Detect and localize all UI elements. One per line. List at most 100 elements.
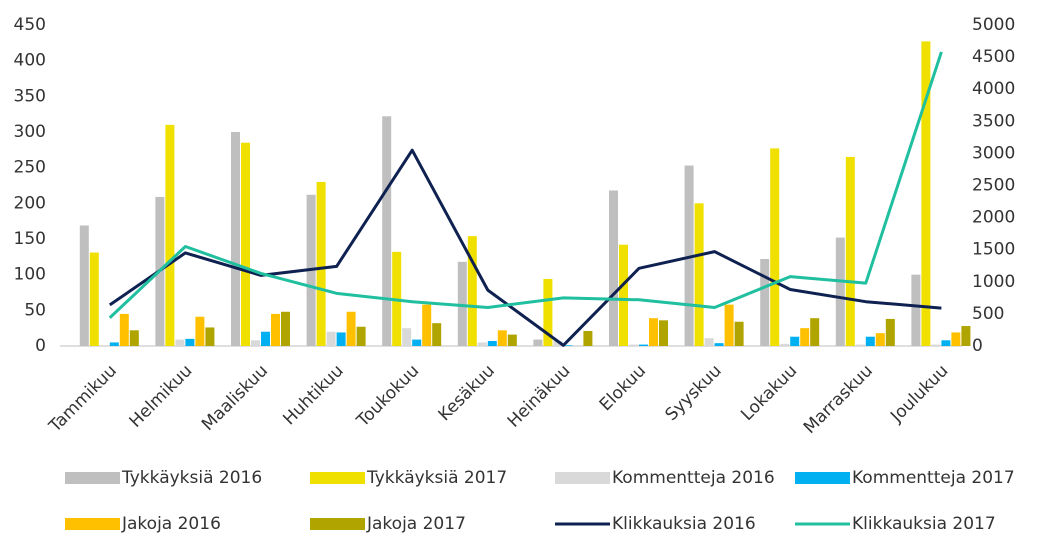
y-tick-label: 100 — [14, 265, 46, 285]
y-tick-label: 250 — [14, 158, 46, 178]
bar — [951, 332, 961, 346]
bar — [432, 323, 442, 346]
bar — [316, 181, 326, 346]
x-tick-label: Kesäkuu — [435, 361, 499, 425]
bar — [921, 41, 931, 346]
bar — [800, 328, 810, 346]
bar — [507, 334, 517, 346]
bar — [129, 330, 139, 346]
legend-swatch — [310, 518, 365, 530]
bar — [770, 148, 780, 346]
y2-tick-label: 2000 — [972, 208, 1015, 228]
bar — [109, 342, 119, 346]
bar — [382, 116, 392, 346]
bar — [649, 318, 658, 346]
bar — [961, 326, 971, 346]
y2-tick-label: 2500 — [972, 176, 1015, 196]
x-tick-label: Syyskuu — [662, 361, 726, 425]
bar — [885, 318, 895, 346]
bar — [477, 342, 487, 346]
bar — [704, 338, 714, 346]
bar — [326, 331, 336, 346]
bar — [553, 341, 563, 346]
y2-tick-label: 1000 — [972, 272, 1015, 292]
bar — [175, 339, 185, 346]
x-tick-label: Heinäkuu — [504, 361, 575, 432]
legend-label: Klikkauksia 2016 — [612, 514, 756, 533]
legend-label: Kommentteja 2017 — [852, 468, 1015, 488]
bar — [165, 124, 175, 346]
bar — [734, 321, 744, 346]
bar — [724, 304, 734, 346]
legend-label: Klikkauksia 2017 — [852, 514, 996, 533]
bar — [760, 258, 770, 346]
y2-tick-label: 4000 — [972, 79, 1015, 99]
legend-swatch — [795, 472, 850, 484]
legend-label: Tykkäyksiä 2016 — [121, 468, 262, 488]
legend-swatch — [555, 472, 610, 484]
bar — [714, 343, 724, 346]
y-tick-label: 450 — [14, 15, 46, 35]
y-tick-label: 0 — [35, 336, 46, 356]
legend-label: Kommentteja 2016 — [612, 468, 775, 488]
legend-swatch — [310, 472, 365, 484]
y-tick-label: 200 — [14, 193, 46, 213]
bar — [402, 328, 412, 346]
y-tick-label: 350 — [14, 86, 46, 106]
bar — [659, 320, 668, 346]
bar — [629, 344, 638, 346]
y2-tick-label: 3500 — [972, 111, 1015, 131]
line — [108, 51, 943, 319]
legend-label: Jakoja 2016 — [121, 514, 221, 533]
bar — [835, 237, 845, 346]
y2-tick-label: 1500 — [972, 240, 1015, 260]
bar — [583, 331, 593, 346]
x-tick-label: Maaliskuu — [198, 361, 272, 435]
bar — [89, 252, 99, 346]
legend-label: Tykkäyksiä 2017 — [366, 468, 507, 488]
bar — [487, 341, 497, 346]
bar — [241, 142, 250, 346]
bar — [195, 316, 205, 346]
bar — [941, 340, 951, 346]
y2-tick-label: 4500 — [972, 47, 1015, 67]
bar — [336, 332, 346, 346]
x-tick-label: Lokakuu — [737, 361, 801, 425]
bar — [346, 311, 356, 346]
bar — [780, 343, 790, 346]
x-tick-label: Marraskuu — [800, 361, 877, 438]
bar — [185, 338, 195, 346]
y-tick-label: 50 — [24, 300, 46, 320]
bar — [845, 156, 855, 346]
bar — [205, 327, 215, 346]
y2-tick-label: 0 — [972, 336, 983, 356]
bar — [875, 333, 885, 346]
bar — [865, 336, 875, 346]
bar — [412, 339, 422, 346]
bar — [467, 236, 477, 346]
x-tick-label: Elokuu — [596, 361, 650, 415]
bar — [911, 274, 921, 346]
bar — [119, 313, 129, 346]
y2-tick-label: 500 — [972, 304, 1004, 324]
bar — [855, 344, 865, 346]
bar — [563, 345, 573, 346]
x-tick-label: Helmikuu — [126, 361, 197, 432]
line — [108, 148, 942, 347]
y2-tick-label: 3000 — [972, 143, 1015, 163]
bar — [694, 203, 704, 346]
bar — [543, 278, 553, 346]
bar — [790, 336, 800, 346]
bar — [619, 244, 628, 346]
bar — [261, 331, 270, 346]
y-tick-label: 300 — [14, 122, 46, 142]
bar — [931, 344, 941, 346]
legend-swatch — [65, 472, 120, 484]
y2-tick-label: 5000 — [972, 15, 1015, 35]
bar — [251, 340, 260, 346]
x-tick-label: Joulukuu — [886, 361, 952, 427]
x-tick-label: Huhtikuu — [279, 361, 347, 429]
bar — [533, 339, 543, 346]
bar — [281, 311, 290, 346]
y-tick-label: 400 — [14, 51, 46, 71]
